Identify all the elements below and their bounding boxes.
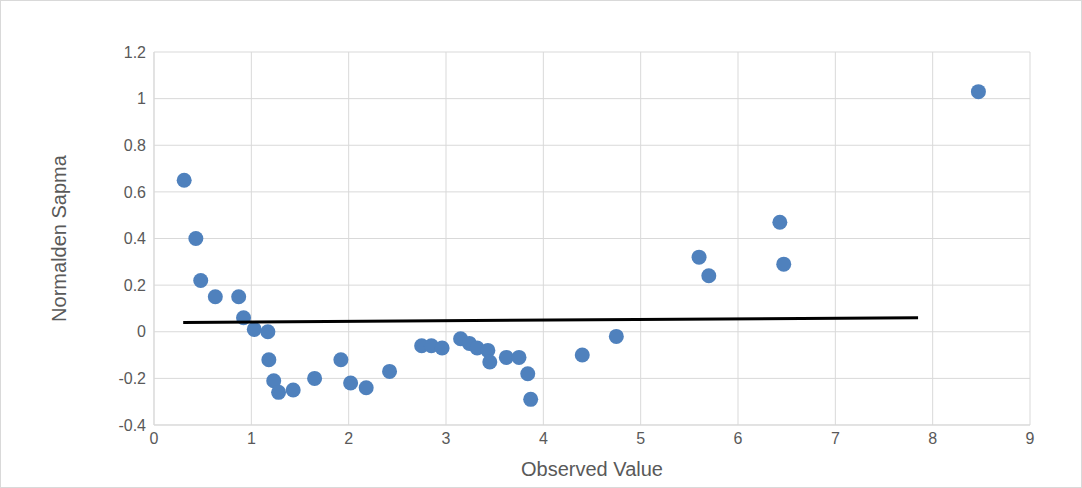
svg-text:-0.4: -0.4 — [118, 417, 146, 434]
svg-text:1.2: 1.2 — [124, 44, 146, 61]
svg-text:0: 0 — [137, 323, 146, 340]
svg-text:6: 6 — [734, 430, 743, 447]
svg-text:0.6: 0.6 — [124, 184, 146, 201]
svg-text:0.2: 0.2 — [124, 277, 146, 294]
svg-text:0.4: 0.4 — [124, 230, 146, 247]
svg-text:8: 8 — [928, 430, 937, 447]
svg-text:3: 3 — [442, 430, 451, 447]
svg-text:4: 4 — [539, 430, 548, 447]
svg-text:1: 1 — [247, 430, 256, 447]
svg-text:-0.2: -0.2 — [118, 370, 146, 387]
svg-text:2: 2 — [344, 430, 353, 447]
svg-text:0.8: 0.8 — [124, 137, 146, 154]
svg-text:9: 9 — [1026, 430, 1035, 447]
svg-text:Observed Value: Observed Value — [521, 458, 663, 480]
svg-text:0: 0 — [150, 430, 159, 447]
svg-text:1: 1 — [137, 90, 146, 107]
svg-text:Normalden Sapma: Normalden Sapma — [48, 154, 70, 322]
svg-text:5: 5 — [636, 430, 645, 447]
svg-text:7: 7 — [831, 430, 840, 447]
